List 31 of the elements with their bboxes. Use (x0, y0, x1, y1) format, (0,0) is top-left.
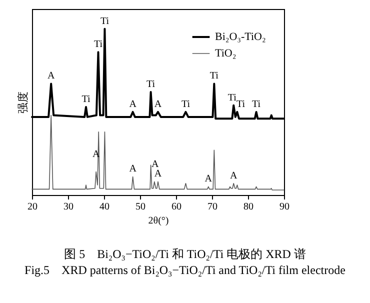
annotation: A (230, 170, 238, 182)
annotation: A (204, 174, 213, 185)
x-tick-label: 70 (208, 202, 218, 212)
x-tick-label: 80 (244, 202, 254, 212)
annotation: A (152, 158, 160, 170)
annotation: Ti (236, 98, 246, 110)
legend-label: Bi₂O₃-TiO₂ (215, 31, 266, 43)
annotation: A (154, 98, 162, 110)
legend-label: TiO₂ (215, 48, 236, 60)
x-axis-title: 2θ(°) (148, 216, 169, 226)
x-tick-label: 60 (172, 202, 182, 212)
x-tick-label: 40 (100, 202, 110, 212)
annotation: Ti (146, 79, 156, 90)
annotation: A (47, 70, 56, 82)
x-tick-label: 90 (280, 202, 290, 212)
annotation: Ti (82, 94, 90, 105)
annotation: A (129, 98, 138, 110)
x-tick-label: 30 (64, 202, 74, 212)
annotation: Ti (181, 98, 190, 110)
y-axis-title: 强度 (16, 92, 30, 114)
annotation: Ti (94, 39, 103, 50)
annotation: A (129, 164, 138, 175)
x-tick-label: 50 (136, 202, 146, 212)
annotation: A (154, 168, 162, 180)
caption: 图 5 Bi₂O₃−TiO₂/Ti 和 TiO₂/Ti 电极的 XRD 谱 (63, 246, 307, 262)
annotation: Ti (210, 70, 219, 82)
x-tick-label: 20 (28, 202, 38, 212)
annotation: Ti (228, 92, 237, 104)
annotation: Ti (252, 98, 261, 110)
annotation: Ti (100, 16, 110, 27)
caption: Fig.5 XRD patterns of Bi₂O₃−TiO₂/Ti and TiO₂/Ti film electrode (24, 262, 346, 278)
